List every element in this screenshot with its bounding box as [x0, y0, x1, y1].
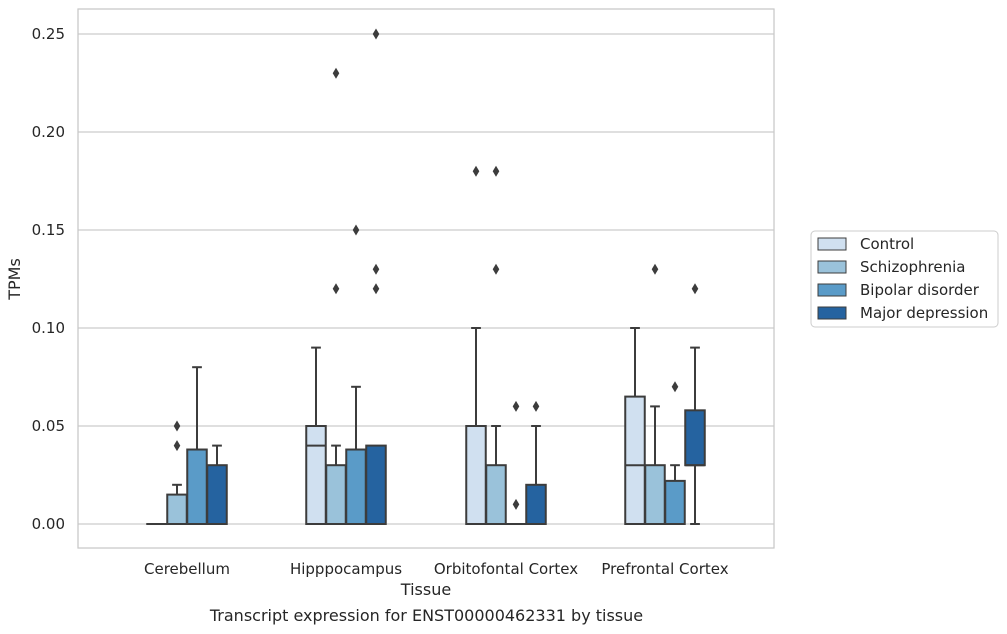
legend-swatch — [817, 283, 847, 297]
box-major-depression — [365, 28, 387, 526]
box-body — [624, 395, 646, 526]
y-tick-label: 0.25 — [32, 25, 65, 43]
box-schizophrenia — [325, 67, 347, 526]
legend-swatch — [817, 260, 847, 274]
outlier-point — [372, 283, 380, 295]
box-schizophrenia — [644, 263, 666, 526]
outlier-point — [472, 165, 480, 177]
legend: Control Schizophrenia Bipolar disorder Majo… — [810, 230, 999, 328]
outlier-point — [492, 263, 500, 275]
legend-swatch — [817, 306, 847, 320]
y-tick-label: 0.20 — [32, 123, 65, 141]
outlier-point — [352, 224, 360, 236]
box-control — [465, 165, 487, 525]
box-body — [664, 479, 686, 526]
outlier-point — [512, 498, 520, 510]
y-tick-labels: 0.00 0.05 0.10 0.15 0.20 0.25 — [32, 25, 65, 533]
box-body — [186, 448, 208, 525]
box-control — [305, 346, 327, 525]
y-axis-title: TPMs — [5, 258, 24, 301]
box-body — [345, 448, 367, 525]
box-bipolar-disorder — [505, 400, 527, 526]
box-control — [624, 327, 646, 526]
box-bipolar-disorder — [345, 224, 367, 525]
outlier-point — [492, 165, 500, 177]
box-major-depression — [206, 444, 228, 526]
legend-label: Control — [860, 235, 914, 253]
x-tick-label: Orbitofontal Cortex — [434, 560, 578, 578]
box-body — [166, 493, 188, 526]
box-body — [305, 425, 327, 525]
box-bipolar-disorder — [664, 381, 686, 526]
chart-caption: Transcript expression for ENST0000046233… — [209, 606, 644, 625]
x-tick-label: Prefrontal Cortex — [601, 560, 728, 578]
outlier-point — [532, 400, 540, 412]
plot-frame — [77, 8, 775, 549]
outlier-point — [372, 263, 380, 275]
y-tick-label: 0.15 — [32, 221, 65, 239]
outlier-point — [671, 381, 679, 393]
legend-label: Schizophrenia — [860, 258, 965, 276]
outlier-point — [173, 420, 181, 432]
outlier-point — [173, 440, 181, 452]
outlier-point — [512, 400, 520, 412]
box-major-depression — [525, 400, 547, 525]
x-tick-label: Cerebellum — [144, 560, 230, 578]
box-bipolar-disorder — [186, 366, 208, 525]
outlier-point — [332, 67, 340, 79]
box-body — [325, 464, 347, 526]
box-schizophrenia — [166, 420, 188, 526]
legend-frame — [810, 230, 999, 328]
y-tick-label: 0.10 — [32, 319, 65, 337]
x-tick-label: Hipppocampus — [290, 560, 402, 578]
gridlines — [78, 33, 774, 525]
box-body — [465, 425, 487, 525]
outlier-point — [651, 263, 659, 275]
box-schizophrenia — [485, 165, 507, 526]
outlier-point — [372, 28, 380, 40]
box-groups — [146, 28, 706, 526]
y-tick-label: 0.00 — [32, 515, 65, 533]
box-body — [525, 483, 547, 525]
box-major-depression — [684, 283, 706, 525]
x-axis-title: Tissue — [400, 580, 451, 599]
box-body — [365, 444, 387, 526]
y-tick-label: 0.05 — [32, 417, 65, 435]
legend-label: Bipolar disorder — [860, 281, 980, 299]
outlier-point — [332, 283, 340, 295]
outlier-point — [691, 283, 699, 295]
legend-swatch — [817, 237, 847, 251]
box-body — [485, 464, 507, 526]
box-body — [644, 464, 666, 526]
box-body — [206, 464, 228, 526]
box-body — [684, 409, 706, 467]
legend-label: Major depression — [860, 304, 988, 322]
x-tick-labels: Cerebellum Hipppocampus Orbitofontal Corte… — [144, 560, 729, 578]
